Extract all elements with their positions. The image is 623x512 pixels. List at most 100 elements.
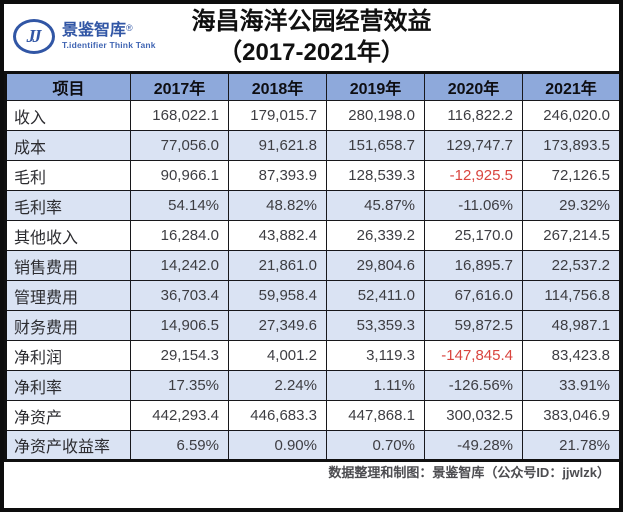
cell-value: 27,349.6	[228, 310, 327, 341]
row-label: 成本	[5, 130, 131, 161]
cell-value: 45.87%	[326, 190, 425, 221]
column-header-item: 项目	[5, 72, 131, 101]
table-row: 净资产 442,293.4 446,683.3 447,868.1 300,032.5 3…	[5, 400, 621, 431]
cell-value: 67,616.0	[424, 280, 523, 311]
page-title-line1: 海昌海洋公园经营效益	[191, 8, 432, 35]
row-label: 管理费用	[5, 280, 131, 311]
cell-value: -11.06%	[424, 190, 523, 221]
cell-value: 4,001.2	[228, 340, 327, 371]
cell-value: 128,539.3	[326, 160, 425, 191]
cell-value: 179,015.7	[228, 100, 327, 131]
table-row: 其他收入 16,284.0 43,882.4 26,339.2 25,170.0 267,…	[5, 220, 621, 251]
column-header-2018: 2018年	[228, 72, 327, 101]
cell-value: 173,893.5	[522, 130, 621, 161]
cell-value: 1.11%	[326, 370, 425, 401]
row-label: 毛利	[5, 160, 131, 191]
cell-value: 246,020.0	[522, 100, 621, 131]
cell-value: 83,423.8	[522, 340, 621, 371]
row-label: 净利率	[5, 370, 131, 401]
cell-value: -126.56%	[424, 370, 523, 401]
cell-value: 22,537.2	[522, 250, 621, 281]
table-header-row: 项目 2017年 2018年 2019年 2020年 2021年	[5, 72, 621, 101]
brand-logo: JJ 景鉴智库® T.identifier Think Tank	[13, 19, 156, 54]
cell-value: 280,198.0	[326, 100, 425, 131]
cell-value: 14,906.5	[130, 310, 229, 341]
cell-value: 87,393.9	[228, 160, 327, 191]
cell-value: 21,861.0	[228, 250, 327, 281]
cell-value: 3,119.3	[326, 340, 425, 371]
cell-value: -12,925.5	[424, 160, 523, 191]
cell-value: 168,022.1	[130, 100, 229, 131]
cell-value: 0.90%	[228, 430, 327, 461]
cell-value: -49.28%	[424, 430, 523, 461]
logo-name: 景鉴智库®	[62, 22, 133, 40]
jj-monogram-icon: JJ	[13, 19, 55, 54]
row-label: 财务费用	[5, 310, 131, 341]
cell-value: 59,958.4	[228, 280, 327, 311]
cell-value: 52,411.0	[326, 280, 425, 311]
cell-value: 29,804.6	[326, 250, 425, 281]
cell-value: 16,284.0	[130, 220, 229, 251]
row-label: 毛利率	[5, 190, 131, 221]
column-header-2021: 2021年	[522, 72, 621, 101]
cell-value: 48.82%	[228, 190, 327, 221]
cell-value: 91,621.8	[228, 130, 327, 161]
page-title-line2: （2017-2021年）	[218, 38, 405, 66]
cell-value: 90,966.1	[130, 160, 229, 191]
logo-tagline: T.identifier Think Tank	[62, 39, 156, 50]
table-row: 毛利率 54.14% 48.82% 45.87% -11.06% 29.32%	[5, 190, 621, 221]
row-label: 净利润	[5, 340, 131, 371]
cell-value: 442,293.4	[130, 400, 229, 431]
cell-value: 446,683.3	[228, 400, 327, 431]
row-label: 销售费用	[5, 250, 131, 281]
cell-value: 151,658.7	[326, 130, 425, 161]
cell-value: -147,845.4	[424, 340, 523, 371]
page-title: 海昌海洋公园经营效益 （2017-2021年）	[4, 7, 619, 68]
cell-value: 114,756.8	[522, 280, 621, 311]
cell-value: 16,895.7	[424, 250, 523, 281]
cell-value: 14,242.0	[130, 250, 229, 281]
table-row: 净利率 17.35% 2.24% 1.11% -126.56% 33.91%	[5, 370, 621, 401]
table-body: 收入 168,022.1 179,015.7 280,198.0 116,822.2 24…	[5, 100, 621, 461]
table-row: 收入 168,022.1 179,015.7 280,198.0 116,822.2 24…	[5, 100, 621, 131]
cell-value: 0.70%	[326, 430, 425, 461]
logo-text-block: 景鉴智库® T.identifier Think Tank	[62, 22, 156, 50]
cell-value: 17.35%	[130, 370, 229, 401]
credit-line: 数据整理和制图：景鉴智库（公众号ID：jjwlzk）	[328, 465, 610, 480]
table-row: 管理费用 36,703.4 59,958.4 52,411.0 67,616.0 114,…	[5, 280, 621, 311]
cell-value: 48,987.1	[522, 310, 621, 341]
cell-value: 6.59%	[130, 430, 229, 461]
table-row: 净利润 29,154.3 4,001.2 3,119.3 -147,845.4 83,42…	[5, 340, 621, 371]
cell-value: 43,882.4	[228, 220, 327, 251]
cell-value: 59,872.5	[424, 310, 523, 341]
row-label: 收入	[5, 100, 131, 131]
cell-value: 116,822.2	[424, 100, 523, 131]
table-row: 成本 77,056.0 91,621.8 151,658.7 129,747.7 173,…	[5, 130, 621, 161]
cell-value: 54.14%	[130, 190, 229, 221]
cell-value: 29,154.3	[130, 340, 229, 371]
table-row: 净资产收益率 6.59% 0.90% 0.70% -49.28% 21.78%	[5, 430, 621, 461]
cell-value: 300,032.5	[424, 400, 523, 431]
cell-value: 33.91%	[522, 370, 621, 401]
row-label: 净资产收益率	[5, 430, 131, 461]
cell-value: 26,339.2	[326, 220, 425, 251]
cell-value: 383,046.9	[522, 400, 621, 431]
cell-value: 72,126.5	[522, 160, 621, 191]
row-label: 其他收入	[5, 220, 131, 251]
table-row: 销售费用 14,242.0 21,861.0 29,804.6 16,895.7 22,5…	[5, 250, 621, 281]
column-header-2019: 2019年	[326, 72, 425, 101]
table-row: 财务费用 14,906.5 27,349.6 53,359.3 59,872.5 48,9…	[5, 310, 621, 341]
row-label: 净资产	[5, 400, 131, 431]
financial-table: 项目 2017年 2018年 2019年 2020年 2021年 收入 168,0…	[4, 71, 622, 462]
cell-value: 77,056.0	[130, 130, 229, 161]
cell-value: 267,214.5	[522, 220, 621, 251]
cell-value: 129,747.7	[424, 130, 523, 161]
cell-value: 29.32%	[522, 190, 621, 221]
cell-value: 2.24%	[228, 370, 327, 401]
cell-value: 25,170.0	[424, 220, 523, 251]
table-row: 毛利 90,966.1 87,393.9 128,539.3 -12,925.5 72,1…	[5, 160, 621, 191]
cell-value: 53,359.3	[326, 310, 425, 341]
cell-value: 21.78%	[522, 430, 621, 461]
column-header-2020: 2020年	[424, 72, 523, 101]
